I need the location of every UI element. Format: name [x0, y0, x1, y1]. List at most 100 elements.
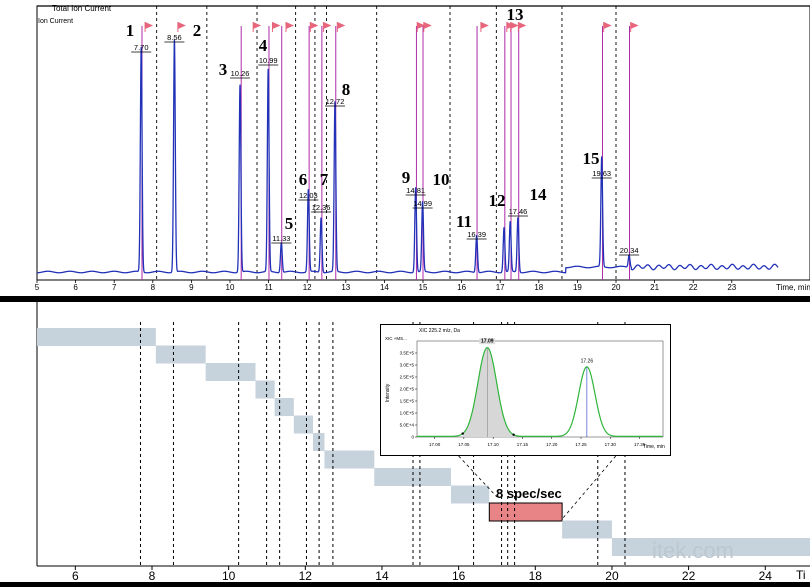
xic-peak2-label: 17.26: [581, 358, 594, 364]
tic-flag: [272, 22, 281, 29]
tic-peak-label: 10.99: [259, 56, 278, 65]
tic-x-tick-label: 14: [380, 283, 389, 292]
tic-x-tick-label: 13: [341, 283, 350, 292]
segment-bar: [562, 520, 612, 539]
xic-inset: XIC 225.2 m/z, Da XIC +MS... Intensity T…: [380, 324, 671, 456]
xic-y-tick-label: 2.0E+5: [400, 387, 415, 392]
tic-x-tick-label: 8: [151, 283, 156, 292]
segment-x-tick-label: 22: [682, 569, 696, 582]
segment-x-tick-label: 10: [222, 569, 236, 582]
segment-x-tick-label: 24: [759, 569, 773, 582]
xic-y-tick-label: 1.0E+5: [400, 411, 415, 416]
tic-peak-number: 14: [530, 185, 548, 204]
tic-x-tick-label: 16: [457, 283, 466, 292]
xic-legend: XIC +MS...: [385, 336, 407, 341]
tic-peak-label: 14.81: [406, 186, 425, 195]
tic-peak-label: 10.26: [231, 69, 250, 78]
segment-x-tick-label: 14: [375, 569, 389, 582]
tic-x-tick-label: 11: [264, 283, 273, 292]
xic-x-tick-label: 17.20: [546, 442, 558, 447]
tic-flag: [510, 22, 519, 29]
tic-x-tick-label: 19: [573, 283, 582, 292]
tic-peak-number: 8: [342, 80, 351, 99]
segment-bar: [155, 345, 206, 364]
tic-flag: [337, 22, 346, 29]
xic-peak1-label: 17.09: [481, 339, 494, 345]
tic-flag: [253, 22, 262, 29]
tic-flag: [480, 22, 489, 29]
tic-peak-number: 15: [583, 149, 600, 168]
tic-x-tick-label: 7: [112, 283, 117, 292]
segment-x-tick-label: 16: [452, 569, 466, 582]
segment-x-tick-label: 8: [149, 569, 156, 582]
tic-title: Total Ion Current: [52, 4, 112, 13]
spec-rate-label: 8 spec/sec: [496, 486, 562, 501]
xic-integration-point: [512, 433, 515, 436]
xic-trace: [417, 346, 663, 437]
xic-y-tick-label: 5.0E+4: [400, 423, 415, 428]
tic-x-tick-label: 22: [689, 283, 698, 292]
xic-x-tick-label: 17.00: [429, 442, 441, 447]
tic-peak-number: 7: [320, 170, 329, 189]
tic-panel: Total Ion Current Ion Current Time, min …: [0, 0, 810, 296]
tic-x-tick-label: 21: [650, 283, 659, 292]
tic-x-tick-label: 20: [612, 283, 621, 292]
tic-flag: [285, 22, 294, 29]
tic-peak-label: 12.36: [312, 203, 331, 212]
xic-y-tick-label: 3.5E+5: [400, 351, 415, 356]
tic-peak-label: 19.63: [592, 169, 611, 178]
tic-peak-number: 2: [193, 21, 202, 40]
tic-flag: [310, 22, 319, 29]
tic-peak-label: 17.46: [509, 207, 528, 216]
xic-y-tick-label: 1.5E+5: [400, 399, 415, 404]
xic-y-tick-label: 0: [411, 435, 414, 440]
tic-peak-label: 12.03: [299, 191, 318, 200]
tic-peak-number: 5: [285, 214, 294, 233]
segment-bar: [37, 328, 156, 346]
xic-title: XIC 225.2 m/z, Da: [419, 328, 460, 334]
tic-peak-label: 14.99: [413, 199, 432, 208]
segment-bar: [611, 538, 810, 556]
xic-integration-point: [461, 432, 464, 435]
xic-ylabel: Intensity: [385, 383, 391, 402]
tic-peak-label: 20.34: [620, 246, 639, 255]
segment-bar: [274, 398, 294, 416]
tic-peak-label: 11.33: [272, 234, 290, 243]
tic-flag: [603, 22, 612, 29]
tic-peak-number: 3: [219, 60, 228, 79]
xic-x-tick-label: 17.25: [575, 442, 587, 447]
segment-bar: [324, 450, 375, 469]
tic-x-tick-label: 15: [419, 283, 428, 292]
xic-x-tick-label: 17.30: [605, 442, 617, 447]
tic-flag: [417, 22, 426, 29]
tic-flag: [177, 22, 186, 29]
xic-plot-frame: [416, 340, 664, 438]
tic-peak-label: 16.39: [467, 230, 486, 239]
xic-peak-area: [462, 347, 514, 437]
tic-peak-number: 10: [433, 170, 450, 189]
segment-bar: [293, 415, 313, 434]
tic-chart: Total Ion Current Ion Current Time, min …: [35, 4, 810, 292]
tic-peak-number: 6: [299, 170, 308, 189]
tic-x-tick-label: 18: [534, 283, 543, 292]
xic-chart: XIC 225.2 m/z, Da XIC +MS... Intensity T…: [385, 328, 665, 450]
tic-peak-number: 4: [259, 36, 268, 55]
tic-peak-label: 8.56: [167, 33, 182, 42]
segment-xlabel: Ti: [796, 568, 806, 582]
tic-peak-label: 7.70: [134, 43, 149, 52]
segment-x-tick-label: 6: [72, 569, 79, 582]
tic-peak-number: 9: [402, 168, 411, 187]
xic-peak1-label-bg: [479, 338, 496, 345]
tic-x-tick-label: 17: [496, 283, 505, 292]
tic-trace: [37, 39, 779, 274]
tic-xlabel: Time, min: [776, 283, 810, 292]
tic-flag: [518, 22, 527, 29]
xic-xlabel: Time, min: [643, 444, 665, 450]
segment-x-tick-label: 12: [299, 569, 313, 582]
segment-x-tick-label: 20: [605, 569, 619, 582]
segment-bar: [374, 468, 451, 486]
tic-ylabel: Ion Current: [38, 18, 73, 25]
xic-y-tick-label: 2.5E+5: [400, 375, 415, 380]
xic-y-tick-label: 3.0E+5: [400, 363, 415, 368]
xic-x-tick-label: 17.35: [634, 442, 646, 447]
